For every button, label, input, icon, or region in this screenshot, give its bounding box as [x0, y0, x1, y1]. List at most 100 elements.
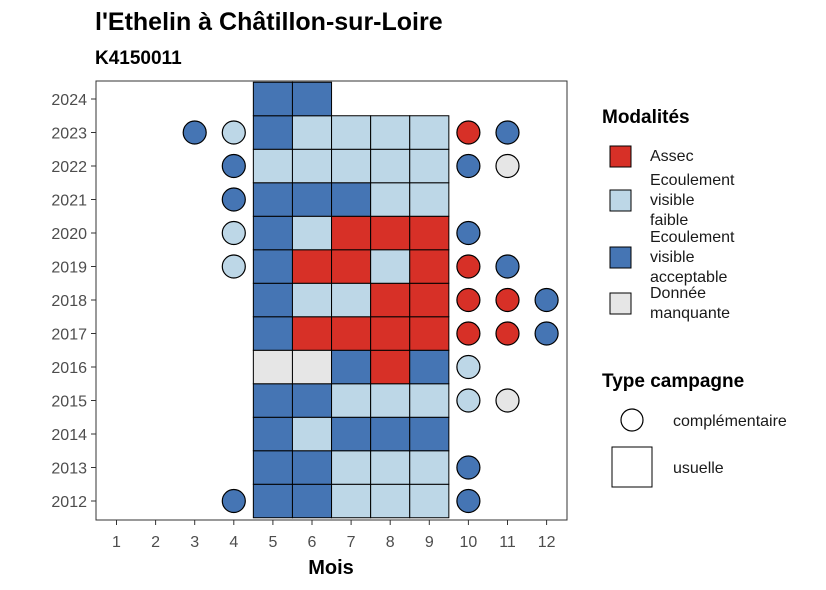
legend-label-complementaire: complémentaire — [673, 413, 787, 430]
legend-title-campagne: Type campagne — [602, 371, 744, 392]
x-tick-label: 10 — [460, 534, 478, 551]
tile-2022-5 — [252, 148, 293, 184]
tile-2016-9 — [409, 349, 450, 385]
tile-2021-5 — [252, 182, 293, 217]
tile-2018-8 — [370, 282, 411, 318]
tile-2017-6 — [291, 316, 333, 351]
point-2017-12 — [534, 321, 559, 346]
legend-title-modalites: Modalités — [602, 107, 690, 128]
point-2020-10 — [456, 220, 481, 246]
legend-label-faible: faible — [650, 212, 688, 229]
point-2022-10 — [456, 153, 481, 179]
point-2023-11 — [495, 120, 520, 145]
tile-2023-8 — [370, 115, 411, 150]
tile-2021-7 — [331, 182, 372, 217]
tile-2018-7 — [331, 282, 372, 318]
tile-2017-5 — [252, 316, 293, 351]
tile-2013-7 — [331, 450, 372, 485]
point-2022-11 — [495, 153, 520, 179]
point-2023-4 — [221, 120, 246, 145]
point-2023-10 — [456, 120, 481, 145]
tile-2022-6 — [291, 148, 333, 184]
y-tick-label: 2018 — [51, 293, 87, 310]
tile-2023-9 — [409, 115, 450, 150]
tile-2015-8 — [370, 383, 411, 418]
tile-2013-8 — [370, 450, 411, 485]
point-2018-10 — [456, 287, 481, 313]
tile-2024-5 — [252, 81, 293, 117]
tile-2019-6 — [291, 249, 333, 284]
point-2019-10 — [456, 254, 481, 279]
y-axis: 2012 2013 2014 2015 2016 2017 2018 2019 2020 2021… — [51, 92, 96, 511]
tile-2021-8 — [370, 182, 411, 217]
x-tick-label: 11 — [499, 534, 516, 551]
tile-2021-6 — [291, 182, 333, 217]
x-axis-title: Mois — [308, 557, 354, 579]
y-tick-label: 2015 — [51, 394, 87, 411]
point-2015-10 — [456, 388, 481, 413]
legend-label-faible: visible — [650, 192, 695, 209]
tile-2022-9 — [409, 148, 450, 184]
legend-label-acceptable: Ecoulement — [650, 229, 735, 246]
y-tick-label: 2019 — [51, 260, 87, 277]
y-tick-label: 2016 — [51, 360, 87, 377]
tile-2012-6 — [291, 483, 333, 519]
tile-2015-7 — [331, 383, 372, 418]
x-tick-label: 1 — [112, 534, 121, 551]
tile-2015-6 — [291, 383, 333, 418]
tile-2020-8 — [370, 215, 411, 251]
legend: Modalités AssecEcoulementvisiblefaibleEc… — [602, 107, 787, 488]
legend-key-usuelle — [611, 446, 653, 488]
y-tick-label: 2023 — [51, 126, 87, 143]
tile-2014-7 — [331, 416, 372, 452]
y-tick-label: 2021 — [51, 193, 87, 210]
x-tick-label: 3 — [190, 534, 199, 551]
tile-2014-9 — [409, 416, 450, 452]
x-tick-label: 8 — [386, 534, 395, 551]
tile-2019-5 — [252, 249, 293, 284]
point-2012-4 — [221, 488, 246, 514]
y-tick-label: 2014 — [51, 427, 87, 444]
usual-tiles — [252, 81, 450, 519]
legend-key-complementaire — [620, 408, 644, 432]
tile-2022-7 — [331, 148, 372, 184]
chart-subtitle: K4150011 — [95, 48, 182, 69]
point-2019-4 — [221, 254, 246, 279]
y-tick-label: 2012 — [51, 494, 87, 511]
tile-2012-7 — [331, 483, 372, 519]
tile-2022-8 — [370, 148, 411, 184]
point-2013-10 — [456, 455, 481, 480]
tile-2017-7 — [331, 316, 372, 351]
x-tick-label: 12 — [538, 534, 556, 551]
point-2016-10 — [456, 354, 481, 380]
tile-2013-6 — [291, 450, 333, 485]
tile-2018-5 — [252, 282, 293, 318]
y-tick-label: 2013 — [51, 461, 87, 478]
tile-2023-7 — [331, 115, 372, 150]
tile-2012-8 — [370, 483, 411, 519]
x-tick-label: 2 — [151, 534, 160, 551]
tile-2020-5 — [252, 215, 293, 251]
tile-2020-9 — [409, 215, 450, 251]
tile-2014-8 — [370, 416, 411, 452]
tile-2013-9 — [409, 450, 450, 485]
chart-title: l'Ethelin à Châtillon-sur-Loire — [95, 8, 443, 36]
y-tick-label: 2017 — [51, 327, 87, 344]
legend-key-assec — [609, 145, 632, 168]
legend-modalites: AssecEcoulementvisiblefaibleEcoulementvi… — [609, 145, 735, 322]
tile-2016-8 — [370, 349, 411, 385]
legend-label-assec: Assec — [650, 148, 694, 165]
point-2022-4 — [221, 153, 246, 179]
point-2015-11 — [495, 388, 520, 413]
tile-2015-5 — [252, 383, 293, 418]
point-2012-10 — [456, 488, 481, 514]
point-2018-11 — [495, 287, 520, 313]
tile-2016-7 — [331, 349, 372, 385]
x-axis: 1 2 3 4 5 6 7 8 9 10 11 12 — [112, 520, 556, 551]
tile-2023-6 — [291, 115, 333, 150]
legend-campagne: complémentaire usuelle — [611, 408, 787, 488]
legend-label-usuelle: usuelle — [673, 460, 724, 477]
tile-2024-6 — [291, 81, 333, 117]
tile-2019-7 — [331, 249, 372, 284]
